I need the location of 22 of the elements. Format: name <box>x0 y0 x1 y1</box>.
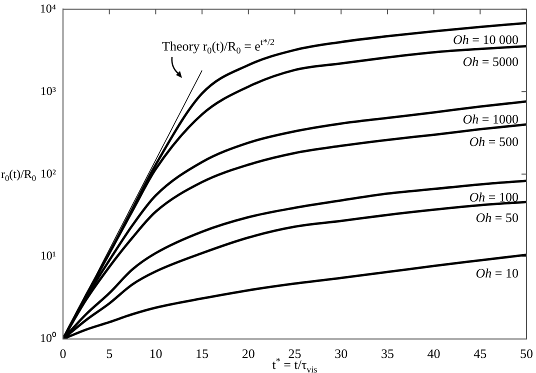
x-tick-label: 15 <box>196 346 209 362</box>
series-label: Oh = 10 000 <box>453 32 519 47</box>
x-tick-label: 40 <box>427 346 440 362</box>
x-tick-label: 50 <box>520 346 533 362</box>
x-tick-label: 0 <box>60 346 66 362</box>
x-tick-label: 10 <box>149 346 162 362</box>
y-tick-label: 10⁰ <box>40 331 56 346</box>
y-tick-label: 10⁴ <box>40 1 56 16</box>
y-tick-label: 10² <box>40 166 56 180</box>
x-tick-label: 45 <box>474 346 487 362</box>
series-label: Oh = 5000 <box>462 54 519 69</box>
y-tick-label: 10³ <box>40 84 56 98</box>
x-tick-label: 20 <box>242 346 255 362</box>
series-label: Oh = 500 <box>469 134 519 150</box>
y-tick-label: 10¹ <box>40 248 56 263</box>
x-tick-label: 35 <box>380 346 394 362</box>
x-tick-label: 30 <box>334 346 348 362</box>
series-label: Oh = 100 <box>469 189 519 204</box>
series-label: Oh = 10 <box>476 265 519 280</box>
x-tick-label: 5 <box>106 346 113 362</box>
series-label: Oh = 50 <box>476 210 519 226</box>
series-label: Oh = 1000 <box>462 112 519 127</box>
